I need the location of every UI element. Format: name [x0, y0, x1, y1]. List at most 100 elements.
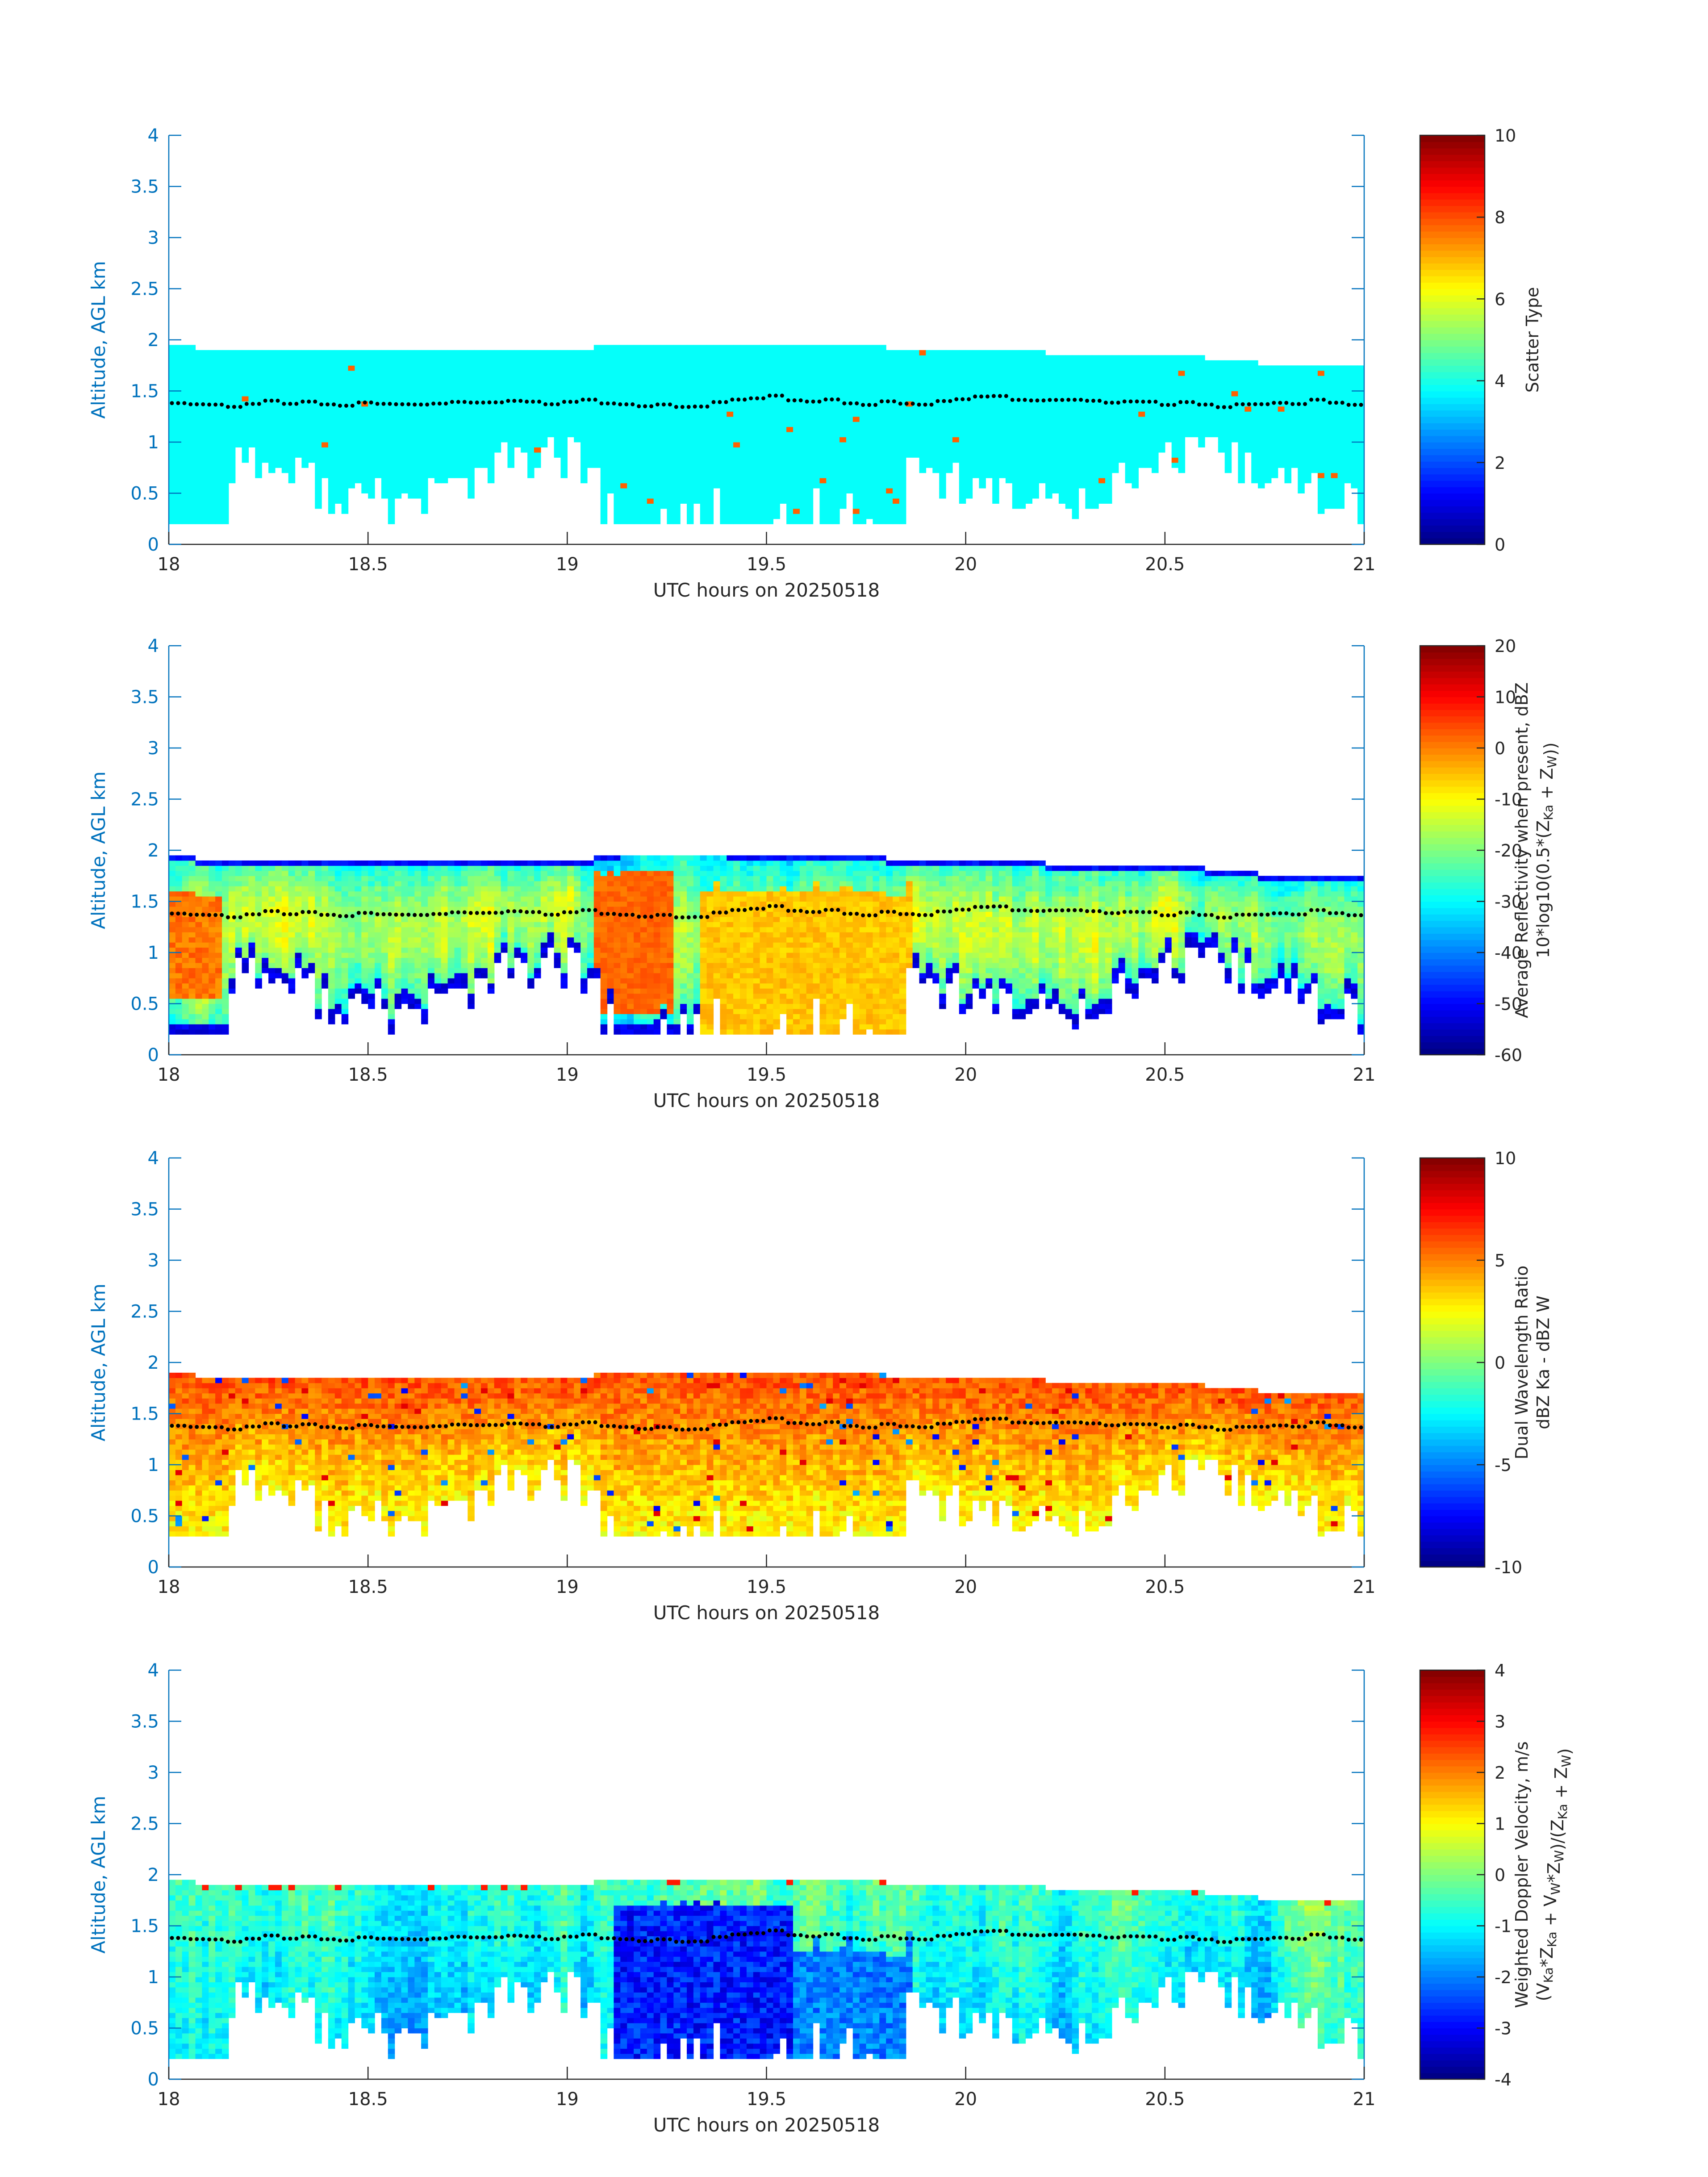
- heatmap-cell: [899, 488, 906, 493]
- heatmap-cell: [1065, 473, 1073, 478]
- heatmap-cell: [209, 488, 216, 493]
- heatmap-cell: [508, 442, 515, 447]
- heatmap-cell: [335, 457, 342, 463]
- heatmap-cell: [820, 457, 827, 463]
- heatmap-cell: [906, 411, 913, 417]
- heatmap-cell: [587, 422, 594, 427]
- heatmap-cell: [401, 478, 409, 483]
- heatmap-cell: [196, 437, 203, 443]
- heatmap-cell: [1258, 457, 1265, 463]
- heatmap-cell: [886, 391, 893, 397]
- heatmap-cell: [1172, 396, 1179, 401]
- heatmap-cell: [1198, 396, 1205, 401]
- heatmap-cell: [182, 468, 189, 473]
- heatmap-cell: [1331, 498, 1338, 504]
- heatmap-cell: [1298, 406, 1305, 412]
- heatmap-cell: [747, 509, 754, 514]
- heatmap-cell: [853, 473, 860, 478]
- heatmap-cell: [1052, 483, 1059, 489]
- heatmap-cell: [1251, 371, 1258, 376]
- heatmap-cell: [202, 468, 209, 473]
- heatmap-cell: [175, 360, 183, 366]
- heatmap-cell: [634, 391, 641, 397]
- heatmap-cell: [952, 437, 960, 443]
- heatmap-cell: [368, 350, 375, 355]
- heatmap-cell: [1019, 503, 1026, 509]
- heatmap-cell: [448, 432, 455, 437]
- heatmap-cell: [733, 457, 740, 463]
- heatmap-cell: [1006, 360, 1013, 366]
- heatmap-cell: [1198, 442, 1205, 447]
- heatmap-cell: [1032, 463, 1039, 468]
- heatmap-cell: [262, 432, 269, 437]
- heatmap-cell: [601, 371, 608, 376]
- heatmap-cell: [919, 360, 927, 366]
- heatmap-cell: [913, 422, 920, 427]
- heatmap-cell: [361, 406, 368, 412]
- heatmap-cell: [627, 381, 634, 386]
- heatmap-cell: [1251, 473, 1258, 478]
- heatmap-cell: [620, 427, 627, 432]
- heatmap-cell: [222, 422, 229, 427]
- heatmap-cell: [873, 406, 880, 412]
- heatmap-cell: [919, 447, 927, 453]
- heatmap-cell: [667, 345, 674, 350]
- heatmap-cell: [780, 365, 787, 371]
- heatmap-cell: [202, 463, 209, 468]
- heatmap-cell: [1085, 411, 1092, 417]
- heatmap-cell: [434, 411, 442, 417]
- heatmap-cell: [235, 417, 242, 422]
- heatmap-cell: [1165, 427, 1172, 432]
- heatmap-cell: [833, 422, 840, 427]
- heatmap-cell: [375, 396, 382, 401]
- heatmap-cell: [1125, 355, 1132, 360]
- heatmap-cell: [1138, 457, 1145, 463]
- heatmap-cell: [288, 391, 296, 397]
- heatmap-cell: [906, 447, 913, 453]
- heatmap-cell: [474, 360, 481, 366]
- heatmap-cell: [767, 514, 774, 519]
- heatmap-cell: [946, 427, 953, 432]
- heatmap-cell: [381, 432, 388, 437]
- heatmap-cell: [541, 437, 548, 443]
- heatmap-cell: [826, 498, 833, 504]
- heatmap-cell: [1059, 422, 1066, 427]
- heatmap-cell: [833, 468, 840, 473]
- heatmap-cell: [660, 381, 668, 386]
- heatmap-cell: [474, 432, 481, 437]
- heatmap-cell: [222, 360, 229, 366]
- heatmap-cell: [793, 355, 800, 360]
- heatmap-cell: [687, 468, 694, 473]
- heatmap-cell: [235, 350, 242, 355]
- heatmap-cell: [793, 483, 800, 489]
- melting-layer-dot: [276, 399, 280, 403]
- heatmap-cell: [952, 365, 960, 371]
- heatmap-cell: [673, 365, 681, 371]
- heatmap-cell: [820, 422, 827, 427]
- heatmap-cell: [893, 376, 900, 381]
- heatmap-cell: [760, 391, 767, 397]
- heatmap-cell: [355, 365, 362, 371]
- heatmap-cell: [820, 493, 827, 499]
- heatmap-cell: [780, 442, 787, 447]
- heatmap-cell: [767, 386, 774, 391]
- heatmap-cell: [1331, 365, 1338, 371]
- heatmap-cell: [720, 488, 727, 493]
- heatmap-cell: [760, 493, 767, 499]
- heatmap-cell: [973, 406, 980, 412]
- heatmap-cell: [1178, 437, 1186, 443]
- heatmap-cell: [1006, 350, 1013, 355]
- heatmap-cell: [607, 463, 614, 468]
- heatmap-cell: [733, 468, 740, 473]
- heatmap-cell: [979, 360, 986, 366]
- heatmap-cell: [282, 468, 289, 473]
- heatmap-cell: [1158, 432, 1165, 437]
- heatmap-cell: [780, 457, 787, 463]
- heatmap-cell: [481, 463, 488, 468]
- heatmap-cell: [727, 355, 734, 360]
- heatmap-cell: [567, 376, 574, 381]
- heatmap-cell: [322, 452, 329, 458]
- heatmap-cell: [793, 365, 800, 371]
- heatmap-cell: [335, 498, 342, 504]
- heatmap-cell: [733, 452, 740, 458]
